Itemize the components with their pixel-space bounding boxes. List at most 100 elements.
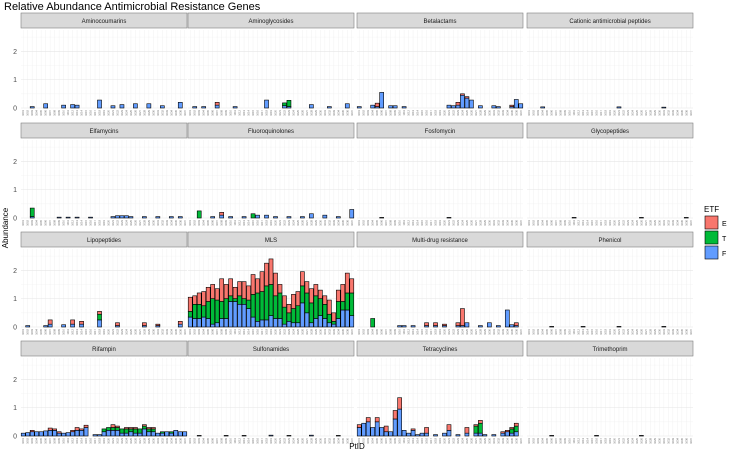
bar-segment-T (318, 298, 323, 316)
x-tick-label: 1003 (197, 328, 201, 334)
bar-segment-F (513, 431, 519, 437)
bar-segment-F (509, 324, 515, 328)
x-tick-label: 1007 (384, 437, 388, 443)
x-tick-label: 1025 (296, 109, 300, 115)
bar-segment-E (455, 102, 461, 106)
x-tick-label: 1029 (314, 219, 318, 225)
bar-segment-F (518, 103, 524, 109)
x-tick-label: 1024 (291, 219, 295, 225)
bar-segment-E (255, 278, 260, 294)
x-tick-label: 1005 (375, 437, 379, 443)
x-tick-label: 1032 (496, 437, 500, 443)
x-tick-label: 1025 (296, 219, 300, 225)
bar-segment-F (201, 316, 207, 328)
facet-strip (187, 231, 355, 248)
x-tick-label: 1037 (519, 328, 523, 334)
x-tick-label: 1022 (282, 328, 286, 334)
x-tick-label: 1009 (57, 328, 61, 334)
bar-segment-F (151, 431, 156, 437)
x-tick-label: 1005 (206, 219, 210, 225)
x-tick-label: 1005 (39, 437, 43, 443)
x-tick-label: 1016 (256, 437, 260, 443)
x-tick-label: 1036 (178, 109, 182, 115)
bar-segment-E (478, 420, 483, 424)
x-tick-label: 1016 (595, 219, 599, 225)
x-tick-label: 1007 (554, 437, 558, 443)
bar-segment-T (250, 294, 256, 318)
x-tick-label: 1029 (483, 328, 487, 334)
x-tick-label: 1028 (478, 437, 482, 443)
x-tick-label: 1011 (402, 109, 406, 115)
bar-segment-E (464, 427, 470, 434)
x-tick-label: 1010 (398, 219, 402, 225)
x-tick-label: 1030 (487, 437, 491, 443)
bar-segment-F (379, 217, 384, 219)
bar-segment-T (119, 428, 125, 434)
x-tick-label: 1008 (389, 437, 393, 443)
bar-segment-F (146, 431, 152, 437)
facet-strip-label: Aminoglycosides (248, 19, 293, 25)
bar-segment-F (446, 430, 452, 437)
bar-segment-F (92, 434, 98, 437)
bar-segment-T (322, 304, 328, 319)
bar-segment-F (335, 216, 341, 219)
x-tick-label: 1014 (247, 109, 251, 115)
bar-segment-E (313, 284, 319, 297)
x-tick-label: 1004 (202, 109, 206, 115)
x-tick-label: 1010 (568, 328, 572, 334)
legend-title: ETF (704, 205, 719, 214)
bar-segment-F (455, 434, 461, 437)
bar-segment-T (115, 427, 120, 431)
bar-segment-F (187, 316, 193, 328)
bar-segment-F (34, 431, 40, 437)
x-tick-label: 1022 (282, 109, 286, 115)
x-tick-label: 1021 (111, 328, 115, 334)
x-tick-label: 1024 (291, 109, 295, 115)
x-tick-label: 1025 (129, 109, 133, 115)
bar-segment-F (250, 316, 256, 328)
x-tick-label: 1031 (662, 328, 666, 334)
x-tick-label: 1009 (393, 219, 397, 225)
x-tick-label: 1034 (169, 109, 173, 115)
facet-strip-label: Phenicol (598, 238, 621, 244)
x-tick-label: 1026 (639, 437, 643, 443)
bar-segment-F (349, 209, 355, 219)
x-tick-label: 1005 (206, 109, 210, 115)
bar-segment-F (97, 434, 102, 437)
x-tick-label: 1015 (84, 219, 88, 225)
x-tick-label: 1034 (169, 219, 173, 225)
x-tick-label: 1017 (599, 109, 603, 115)
x-tick-label: 1037 (183, 109, 187, 115)
bar-segment-E (268, 258, 274, 285)
bar-segment-F (370, 104, 376, 109)
bar-segment-F (74, 104, 80, 109)
x-tick-label: 1013 (242, 328, 246, 334)
x-tick-label: 1018 (265, 109, 269, 115)
bar-segment-F (241, 435, 247, 437)
x-tick-label: 1008 (220, 328, 224, 334)
x-tick-label: 1017 (429, 328, 433, 334)
x-tick-label: 1017 (429, 109, 433, 115)
x-tick-label: 1015 (84, 328, 88, 334)
bar-segment-F (146, 103, 152, 109)
x-tick-label: 1033 (501, 437, 505, 443)
bar-segment-F (124, 432, 129, 437)
x-tick-label: 1033 (165, 437, 169, 443)
bar-segment-F (424, 432, 429, 437)
bar-segment-F (406, 432, 411, 437)
x-tick-label: 1015 (590, 437, 594, 443)
x-tick-label: 1001 (357, 437, 361, 443)
x-tick-label: 1026 (639, 109, 643, 115)
x-tick-label: 1015 (84, 437, 88, 443)
y-tick-label: 0 (13, 325, 17, 332)
bar-segment-F (264, 99, 269, 109)
facet-strip (356, 12, 524, 29)
bar-segment-F (192, 106, 198, 109)
x-tick-label: 1004 (35, 437, 39, 443)
x-tick-label: 1004 (541, 437, 545, 443)
bar-segment-E (56, 431, 62, 434)
bar-segment-F (219, 318, 224, 328)
x-tick-label: 1037 (689, 109, 693, 115)
bar-segment-E (392, 410, 398, 420)
bar-segment-F (205, 318, 211, 328)
